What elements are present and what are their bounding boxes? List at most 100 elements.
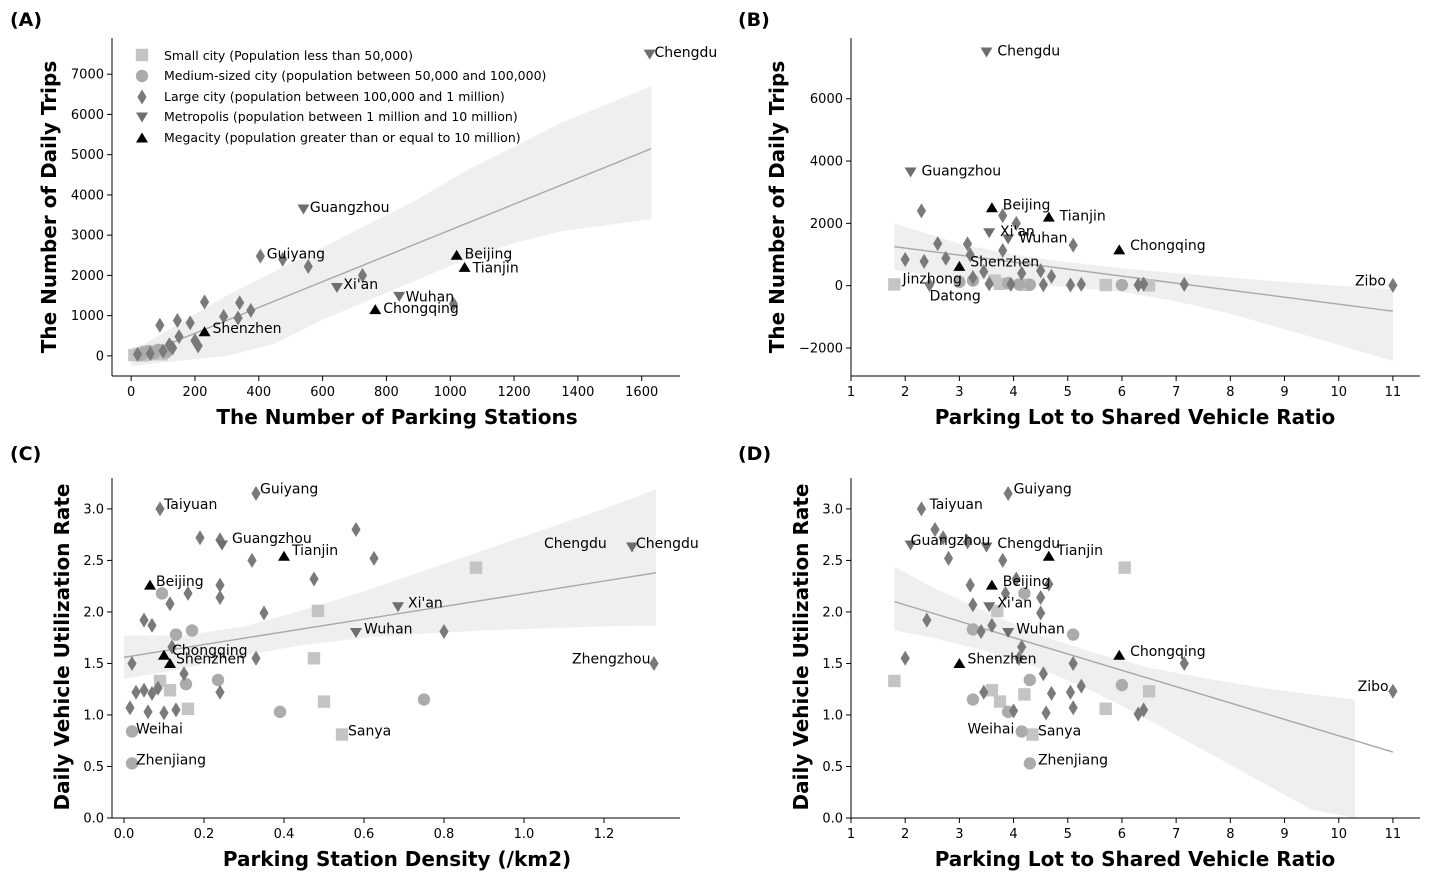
data-point-metro xyxy=(904,167,917,178)
city-label: Shenzhen xyxy=(968,651,1037,667)
x-tick-label: 3 xyxy=(955,385,963,400)
data-point-metro xyxy=(392,602,404,613)
data-point-large xyxy=(199,294,210,310)
data-point-large xyxy=(1388,277,1398,293)
city-label: Zhengzhou xyxy=(572,651,651,667)
city-label: Tianjin xyxy=(291,543,338,559)
data-point-metro xyxy=(1002,234,1015,245)
data-point-small xyxy=(335,728,349,741)
data-point-large xyxy=(930,522,940,538)
y-tick-label: −2000 xyxy=(799,341,843,356)
data-point-large xyxy=(998,208,1008,224)
data-point-metro xyxy=(983,228,996,239)
regression-line xyxy=(123,572,657,658)
y-tick-label: 3.0 xyxy=(83,502,104,517)
data-point-large xyxy=(1068,655,1078,671)
data-point-metro xyxy=(393,291,406,302)
y-tick-label: 5000 xyxy=(71,148,104,163)
city-label: Zhenjiang xyxy=(1038,752,1108,768)
x-tick-label: 1.0 xyxy=(514,827,535,842)
legend-symbol-medium xyxy=(135,69,149,83)
data-point-large xyxy=(1036,605,1046,621)
data-point-large xyxy=(233,310,243,326)
data-point-mega xyxy=(164,657,176,668)
data-point-mega xyxy=(144,579,156,590)
city-label: Wuhan xyxy=(1019,230,1068,246)
data-point-small xyxy=(1142,685,1156,698)
y-tick-label: 7000 xyxy=(71,68,104,83)
data-point-metro xyxy=(980,47,993,58)
x-tick-label: 0.2 xyxy=(194,827,215,842)
panel-d: (D) 1 2 3 4 5 6 7 8 9 10 11 0.0 0.5 1.0 1.5 2.0 2.5 3.0 Ta… xyxy=(738,443,1420,871)
data-point-large xyxy=(168,340,178,356)
city-label: Guangzhou xyxy=(232,531,312,547)
data-point-large xyxy=(247,552,257,568)
panel-a-ylabel: The Number of Daily Trips xyxy=(37,61,61,354)
data-point-metro xyxy=(297,204,310,215)
data-point-mega xyxy=(278,550,290,561)
data-point-large xyxy=(1046,268,1057,284)
data-point-large xyxy=(1011,571,1021,587)
y-tick-label: 1.0 xyxy=(83,708,104,723)
data-point-mega xyxy=(458,261,471,272)
data-point-large xyxy=(924,277,935,293)
data-point-large xyxy=(259,605,269,621)
data-point-large xyxy=(215,577,225,593)
city-label: Wuhan xyxy=(406,290,455,306)
city-label: Xi'an xyxy=(997,596,1032,612)
legend: Small city (Population less than 50,000)… xyxy=(135,48,546,145)
data-point-large xyxy=(1076,276,1086,292)
data-point-medium xyxy=(169,628,183,641)
x-tick-label: 1 xyxy=(847,385,855,400)
data-point-large xyxy=(185,315,195,331)
data-point-large xyxy=(1046,685,1057,701)
data-point-large xyxy=(1036,590,1046,606)
data-point-large xyxy=(155,501,165,517)
confidence-band xyxy=(894,566,1355,818)
data-point-small xyxy=(991,604,1004,618)
panel-a-xlabel: The Number of Parking Stations xyxy=(216,405,577,429)
city-label: Chongqing xyxy=(1130,238,1206,254)
data-point-large xyxy=(1014,650,1024,666)
x-tick-label: 0 xyxy=(127,385,135,400)
data-point-medium xyxy=(966,693,980,706)
x-tick-label: 10 xyxy=(1330,827,1347,842)
city-label: Chongqing xyxy=(1130,644,1206,660)
x-tick-label: 11 xyxy=(1385,827,1402,842)
panel-b-plot: 1 2 3 4 5 6 7 8 9 10 11 −2000 0 2000 4000 6000 Chengdu Gu… xyxy=(799,38,1420,400)
confidence-band xyxy=(124,489,656,679)
data-point-large xyxy=(1011,215,1021,231)
data-point-large xyxy=(968,597,978,613)
data-point-large xyxy=(1179,655,1189,671)
data-point-large xyxy=(131,684,141,700)
data-point-small xyxy=(163,684,177,697)
data-point-large xyxy=(1388,683,1398,699)
data-point-large xyxy=(1179,276,1189,292)
city-label: Zibo xyxy=(1355,273,1386,289)
legend-item-metro: Metropolis (population between 1 million… xyxy=(136,109,518,124)
legend-symbol-mega xyxy=(136,132,148,143)
legend-item-mega: Megacity (population greater than or equ… xyxy=(136,130,521,145)
data-point-large xyxy=(1000,585,1011,601)
city-label: Xi'an xyxy=(408,596,443,612)
data-point-large xyxy=(155,317,165,333)
data-point-large xyxy=(1017,639,1027,655)
data-point-metro xyxy=(904,540,917,551)
legend-label-small: Small city (Population less than 50,000) xyxy=(164,48,413,63)
panel-c-letter: (C) xyxy=(10,443,41,465)
confidence-band xyxy=(131,86,652,366)
y-tick-label: 0.5 xyxy=(83,760,104,775)
data-point-mega xyxy=(1042,211,1055,222)
data-point-medium xyxy=(1115,678,1129,692)
legend-label-metro: Metropolis (population between 1 million… xyxy=(164,109,518,124)
data-point-metro xyxy=(1002,628,1015,639)
data-point-large xyxy=(941,250,951,266)
data-point-large xyxy=(171,702,181,718)
panel-b-xlabel: Parking Lot to Shared Vehicle Ratio xyxy=(935,405,1336,429)
data-point-small xyxy=(1099,278,1112,292)
data-point-mega xyxy=(450,249,463,260)
y-tick-label: 1000 xyxy=(71,309,104,324)
data-point-small xyxy=(317,695,331,708)
data-point-large xyxy=(1076,678,1086,694)
data-point-medium xyxy=(1066,628,1080,641)
